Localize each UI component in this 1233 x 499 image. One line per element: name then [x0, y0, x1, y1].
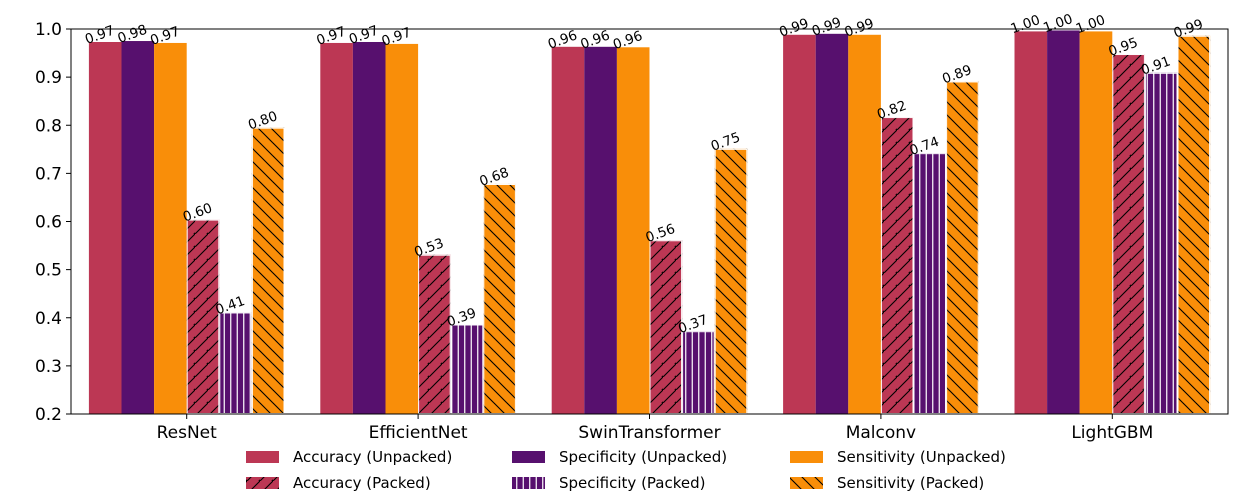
bar: [1014, 31, 1048, 414]
bar: [1047, 30, 1080, 414]
bar: [251, 127, 285, 414]
bar: [320, 42, 353, 415]
bar: [783, 34, 816, 415]
bar: [649, 240, 683, 414]
bar-hatch: [418, 254, 451, 414]
bar-hatch: [186, 219, 220, 414]
bar: [352, 41, 386, 415]
bar: [913, 153, 947, 414]
bar-hatch: [450, 324, 484, 414]
y-axis: 0.2 0.3 0.4 0.5 0.6 0.7 0.8 0.9 1.0: [35, 20, 71, 425]
legend-entry: Sensitivity (Packed): [790, 474, 984, 492]
y-tick-label: 0.9: [35, 68, 62, 88]
bar-fill: [154, 42, 187, 415]
legend: Accuracy (Unpacked) Specificity (Unpacked…: [246, 448, 1006, 492]
legend-label: Specificity (Packed): [559, 474, 706, 492]
y-tick-label: 0.2: [35, 405, 62, 425]
bar: [946, 81, 979, 415]
bar-fill: [584, 46, 617, 415]
bar: [848, 34, 881, 415]
y-tick-label: 0.8: [35, 116, 62, 136]
bar-hatch: [219, 312, 252, 414]
bar: [121, 41, 155, 414]
x-axis: ResNet EfficientNet SwinTransformer Malconv…: [157, 414, 1153, 443]
bar: [584, 46, 617, 415]
x-tick-label: LightGBM: [1071, 423, 1153, 443]
bar: [88, 41, 122, 415]
bar-hatch: [483, 183, 516, 414]
legend-swatch-hatch: [512, 477, 545, 489]
bar-fill: [815, 33, 849, 414]
legend-label: Specificity (Unpacked): [559, 448, 727, 466]
bar-fill: [121, 41, 155, 414]
bar-fill: [320, 42, 353, 415]
y-tick-label: 1.0: [35, 20, 62, 40]
legend-entry: Accuracy (Unpacked): [246, 448, 452, 466]
bar: [1177, 35, 1211, 415]
legend-entry: Accuracy (Packed): [246, 474, 431, 492]
y-tick-label: 0.3: [35, 357, 62, 377]
bar: [682, 331, 715, 415]
bar-hatch: [1144, 72, 1178, 414]
bar-hatch: [682, 331, 715, 414]
bar-hatch: [880, 117, 914, 414]
y-tick-label: 0.6: [35, 213, 62, 233]
bar-fill: [783, 34, 816, 415]
bar-hatch: [1112, 54, 1145, 415]
bar: [714, 148, 748, 415]
y-tick-label: 0.7: [35, 164, 62, 184]
bar: [880, 117, 914, 414]
legend-entry: Specificity (Unpacked): [512, 448, 727, 466]
bar-fill: [551, 46, 585, 415]
x-tick-label: Malconv: [846, 423, 916, 443]
x-tick-label: SwinTransformer: [578, 423, 720, 443]
bar: [616, 47, 650, 414]
bar-fill: [352, 41, 386, 415]
bar-fill: [385, 43, 419, 414]
bar: [815, 33, 849, 414]
bars-layer: [88, 30, 1211, 415]
bar-hatch: [1177, 35, 1211, 415]
y-tick-label: 0.4: [35, 309, 62, 329]
y-tick-label: 0.5: [35, 261, 62, 281]
bar-fill: [1014, 31, 1048, 414]
bar: [551, 46, 585, 415]
bar-hatch: [946, 81, 979, 415]
bar: [219, 312, 252, 414]
bar-fill: [1047, 30, 1080, 414]
x-tick-label: EfficientNet: [369, 423, 468, 443]
bar-hatch: [251, 127, 285, 414]
bar: [1079, 31, 1113, 414]
legend-swatch-hatch: [246, 477, 279, 489]
bar: [186, 219, 220, 414]
bar: [154, 42, 187, 415]
bar: [450, 324, 484, 414]
bar-fill: [1079, 31, 1113, 414]
bar-fill: [616, 47, 650, 414]
legend-entry: Sensitivity (Unpacked): [790, 448, 1006, 466]
legend-entry: Specificity (Packed): [512, 474, 706, 492]
legend-swatch: [246, 451, 279, 463]
bar-fill: [88, 41, 122, 415]
bar: [418, 254, 451, 414]
legend-label: Accuracy (Unpacked): [293, 448, 452, 466]
bar-hatch: [913, 153, 947, 414]
legend-swatch-hatch: [790, 477, 823, 489]
bar-hatch: [714, 148, 748, 415]
legend-swatch: [790, 451, 823, 463]
bar-hatch: [649, 240, 683, 414]
bar: [385, 43, 419, 414]
bar: [483, 183, 516, 414]
legend-label: Sensitivity (Packed): [837, 474, 984, 492]
legend-label: Accuracy (Packed): [293, 474, 431, 492]
bar: [1112, 54, 1145, 415]
bar: [1144, 72, 1178, 414]
bar-fill: [848, 34, 881, 415]
legend-label: Sensitivity (Unpacked): [837, 448, 1006, 466]
legend-swatch: [512, 451, 545, 463]
x-tick-label: ResNet: [157, 423, 218, 443]
